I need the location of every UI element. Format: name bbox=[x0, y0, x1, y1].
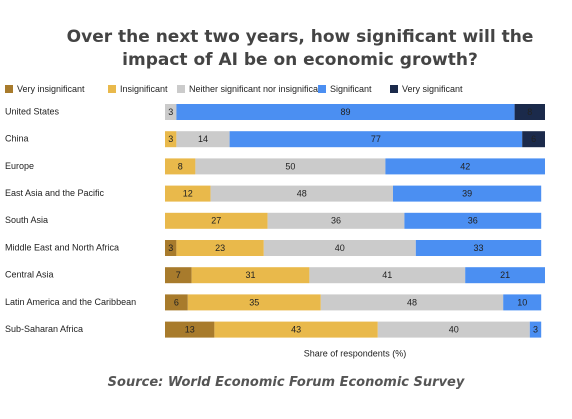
bar-segment bbox=[465, 267, 545, 284]
data-label: 3 bbox=[168, 243, 173, 253]
data-label: 36 bbox=[468, 216, 478, 226]
bar-segment bbox=[187, 294, 321, 311]
data-label: 3 bbox=[168, 107, 173, 117]
data-label: 40 bbox=[449, 324, 459, 334]
bar-segment bbox=[320, 294, 504, 311]
data-label: 8 bbox=[178, 161, 183, 171]
data-label: 10 bbox=[517, 297, 527, 307]
data-label: 89 bbox=[340, 107, 350, 117]
legend-swatch bbox=[318, 85, 326, 93]
data-label: 33 bbox=[473, 243, 483, 253]
data-label: 48 bbox=[407, 297, 417, 307]
bar-segment bbox=[263, 240, 416, 256]
data-label: 36 bbox=[331, 216, 341, 226]
bar-segment bbox=[267, 212, 405, 229]
data-label: 3 bbox=[533, 324, 538, 334]
bar-segment bbox=[210, 185, 393, 202]
data-label: 3 bbox=[168, 134, 173, 144]
legend-swatch bbox=[5, 85, 13, 93]
chart-title: Over the next two years, how significant… bbox=[66, 27, 534, 70]
data-label: 35 bbox=[249, 297, 259, 307]
bar-segment bbox=[165, 185, 211, 202]
legend-label: Very insignificant bbox=[17, 84, 85, 94]
bar-segment bbox=[165, 131, 177, 148]
y-tick-label: Sub-Saharan Africa bbox=[5, 324, 83, 334]
bar-segment bbox=[393, 185, 542, 202]
bar-segment bbox=[385, 158, 545, 175]
legend-label: Very significant bbox=[402, 84, 463, 94]
y-tick-label: South Asia bbox=[5, 215, 48, 225]
y-tick-label: Central Asia bbox=[5, 270, 54, 280]
data-label: 13 bbox=[185, 324, 195, 334]
bar-segment bbox=[165, 158, 196, 175]
data-label: 42 bbox=[460, 161, 470, 171]
legend-label: Insignificant bbox=[120, 84, 168, 94]
data-label: 43 bbox=[291, 324, 301, 334]
data-label: 8 bbox=[527, 107, 532, 117]
bar-segment bbox=[229, 131, 523, 148]
y-tick-label: Europe bbox=[5, 161, 34, 171]
data-label: 41 bbox=[382, 270, 392, 280]
bar-segment bbox=[529, 321, 542, 338]
bar-segment bbox=[165, 104, 177, 120]
legend-swatch bbox=[177, 85, 185, 93]
bar-segment bbox=[176, 240, 264, 256]
legend-swatch bbox=[108, 85, 116, 93]
data-label: 6 bbox=[174, 297, 179, 307]
data-label: 21 bbox=[500, 270, 510, 280]
bar-segment bbox=[404, 212, 542, 229]
data-label: 7 bbox=[176, 270, 181, 280]
legend-label: Neither significant nor insignificant bbox=[189, 84, 326, 94]
data-label: 12 bbox=[183, 188, 193, 198]
bar-segment bbox=[191, 267, 310, 284]
legend-label: Significant bbox=[330, 84, 372, 94]
bar-segment bbox=[165, 240, 177, 256]
bar-segment bbox=[195, 158, 386, 175]
bar-segment bbox=[176, 104, 515, 120]
bar-segment bbox=[165, 321, 215, 338]
data-label: 6 bbox=[531, 134, 536, 144]
bar-segment bbox=[176, 131, 230, 148]
data-label: 50 bbox=[285, 161, 295, 171]
bar-segment bbox=[214, 321, 378, 338]
bar-segment bbox=[415, 240, 542, 256]
source: Source: World Economic Forum Economic Su… bbox=[107, 375, 465, 390]
bar-segment bbox=[514, 104, 545, 120]
data-label: 14 bbox=[198, 134, 208, 144]
y-tick-label: Latin America and the Caribbean bbox=[5, 297, 136, 307]
y-tick-label: East Asia and the Pacific bbox=[5, 188, 105, 198]
bar-segment bbox=[165, 212, 268, 229]
bar-segment bbox=[503, 294, 542, 311]
legend-swatch bbox=[390, 85, 398, 93]
data-label: 39 bbox=[462, 188, 472, 198]
bar-segment bbox=[309, 267, 466, 284]
y-tick-label: United States bbox=[5, 106, 60, 116]
y-tick-label: China bbox=[5, 134, 29, 144]
data-label: 27 bbox=[211, 216, 221, 226]
data-label: 31 bbox=[245, 270, 255, 280]
x-axis-label: Share of respondents (%) bbox=[304, 348, 407, 358]
data-label: 23 bbox=[215, 243, 225, 253]
y-tick-label: Middle East and North Africa bbox=[5, 242, 119, 252]
bar-segment bbox=[377, 321, 530, 338]
bar-segment bbox=[165, 267, 192, 284]
data-label: 77 bbox=[371, 134, 381, 144]
data-label: 40 bbox=[335, 243, 345, 253]
data-label: 48 bbox=[297, 188, 307, 198]
bar-segment bbox=[165, 294, 188, 311]
bar-segment bbox=[522, 131, 545, 148]
